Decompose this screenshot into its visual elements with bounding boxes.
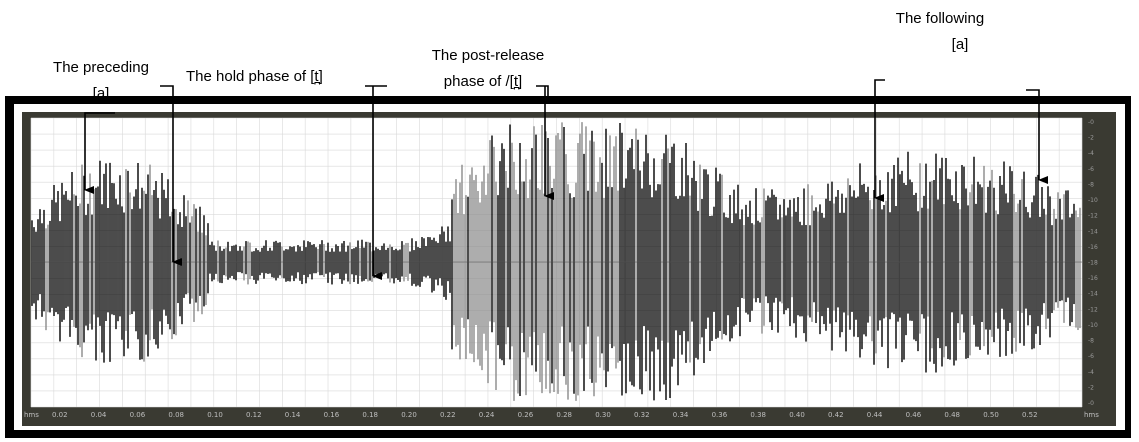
time-tick-label: 0.44 bbox=[867, 411, 883, 419]
amplitude-tick-label: -12 bbox=[1088, 306, 1098, 313]
time-tick-label: 0.46 bbox=[906, 411, 922, 419]
amplitude-tick-label: -14 bbox=[1088, 228, 1098, 235]
time-tick-label: 0.14 bbox=[285, 411, 301, 419]
following-label-line1: The following bbox=[895, 10, 985, 27]
time-tick-label: 0.38 bbox=[750, 411, 766, 419]
time-tick-label: 0.06 bbox=[130, 411, 146, 419]
time-tick-label: 0.22 bbox=[440, 411, 456, 419]
amplitude-tick-label: -16 bbox=[1088, 244, 1098, 251]
amplitude-tick-label: -14 bbox=[1088, 291, 1098, 298]
amplitude-tick-label: -6 bbox=[1088, 353, 1094, 360]
amplitude-tick-label: -16 bbox=[1088, 275, 1098, 282]
time-tick-label: 0.28 bbox=[556, 411, 572, 419]
time-tick-label: 0.18 bbox=[362, 411, 378, 419]
waveform-panel: hms 0.02 0.04 0.06 0.08 0.10 0.12 0.14 0.16 0.18 0… bbox=[22, 112, 1116, 426]
post-release-label: The post-release phase of /[t̪] bbox=[408, 46, 568, 92]
time-tick-label: 0.20 bbox=[401, 411, 417, 419]
amplitude-tick-label: -8 bbox=[1088, 338, 1094, 345]
following-label-line2: [a] bbox=[951, 36, 969, 53]
time-tick-label: 0.26 bbox=[518, 411, 534, 419]
amplitude-tick-label: -10 bbox=[1088, 197, 1098, 204]
time-tick-label: 0.36 bbox=[712, 411, 728, 419]
time-tick-label: 0.32 bbox=[634, 411, 650, 419]
amplitude-axis: -0 -2 -4 -6 -8 -10 -12 -14 -16 -18 -16 -14 -12 -10 -8 -… bbox=[1088, 119, 1098, 407]
amplitude-tick-label: -10 bbox=[1088, 322, 1098, 329]
time-tick-label: 0.04 bbox=[91, 411, 107, 419]
time-tick-label: 0.16 bbox=[324, 411, 340, 419]
amplitude-tick-label: -4 bbox=[1088, 150, 1094, 157]
amplitude-tick-label: -6 bbox=[1088, 166, 1094, 173]
amplitude-tick-label: -2 bbox=[1088, 135, 1094, 142]
time-tick-label: 0.24 bbox=[479, 411, 495, 419]
time-axis: hms 0.02 0.04 0.06 0.08 0.10 0.12 0.14 0.16 0.18 0… bbox=[24, 411, 1099, 419]
amplitude-tick-label: -0 bbox=[1088, 400, 1094, 407]
time-axis-unit-left: hms bbox=[24, 411, 39, 419]
time-tick-label: 0.50 bbox=[983, 411, 999, 419]
time-tick-label: 0.42 bbox=[828, 411, 844, 419]
time-tick-label: 0.10 bbox=[207, 411, 223, 419]
amplitude-tick-label: -18 bbox=[1088, 260, 1098, 267]
time-tick-label: 0.12 bbox=[246, 411, 262, 419]
post-release-label-line2: phase of /[t̪] bbox=[443, 73, 523, 90]
waveform-display: hms 0.02 0.04 0.06 0.08 0.10 0.12 0.14 0.16 0.18 0… bbox=[24, 117, 1099, 419]
preceding-label-line1: The preceding bbox=[53, 59, 149, 76]
time-tick-label: 0.40 bbox=[789, 411, 805, 419]
time-tick-label: 0.02 bbox=[52, 411, 68, 419]
time-tick-label: 0.52 bbox=[1022, 411, 1038, 419]
following-label: The following [a] bbox=[875, 9, 1005, 55]
time-tick-label: 0.08 bbox=[168, 411, 184, 419]
amplitude-tick-label: -4 bbox=[1088, 369, 1094, 376]
amplitude-tick-label: -0 bbox=[1088, 119, 1094, 126]
amplitude-tick-label: -2 bbox=[1088, 384, 1094, 391]
post-release-label-line1: The post-release bbox=[431, 47, 545, 64]
amplitude-tick-label: -12 bbox=[1088, 213, 1098, 220]
time-axis-unit-right: hms bbox=[1084, 411, 1099, 419]
time-tick-label: 0.48 bbox=[944, 411, 960, 419]
hold-phase-label: The hold phase of [t̪] bbox=[186, 68, 323, 85]
time-tick-label: 0.30 bbox=[595, 411, 611, 419]
amplitude-tick-label: -8 bbox=[1088, 181, 1094, 188]
time-tick-label: 0.34 bbox=[673, 411, 689, 419]
